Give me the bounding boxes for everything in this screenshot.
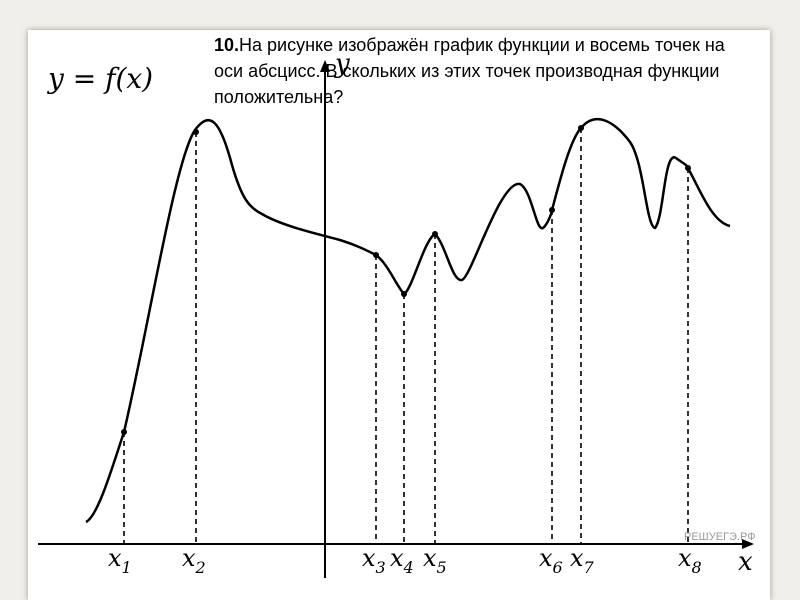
point-x8	[685, 165, 691, 171]
label-x7: x7	[570, 544, 595, 577]
label-x1-name: x	[108, 544, 122, 572]
question-text: 10.На рисунке изображён график функции и…	[214, 32, 754, 110]
label-x2-name: x	[182, 544, 196, 572]
label-x7-sub: 7	[584, 558, 595, 577]
point-x3	[373, 252, 379, 258]
label-x1: x1	[108, 544, 132, 577]
label-x5-sub: 5	[437, 558, 447, 577]
label-x4: x4	[390, 544, 414, 577]
watermark: РЕШУЕГЭ.РФ	[684, 531, 756, 543]
function-label: y = f(x)	[46, 62, 153, 95]
point-x5	[432, 231, 438, 237]
label-x6-name: x	[539, 544, 553, 572]
label-x8-name: x	[678, 544, 692, 572]
point-x4	[401, 291, 407, 297]
label-x7-name: x	[570, 544, 584, 572]
y-axis-label: y	[334, 49, 350, 79]
label-x4-name: x	[390, 544, 404, 572]
curve-points	[121, 125, 691, 435]
label-x4-sub: 4	[403, 558, 414, 577]
slide-panel	[28, 30, 770, 600]
point-x2	[193, 129, 199, 135]
label-x6-sub: 6	[553, 558, 563, 577]
label-x1-sub: 1	[122, 558, 132, 577]
point-x1	[121, 429, 127, 435]
point-x7	[578, 125, 584, 131]
label-x2: x2	[182, 544, 206, 577]
x-axis-label: x	[738, 547, 753, 577]
point-labels: x1 x2 x3 x4 x5 x6 x7 x8	[108, 544, 702, 577]
dashed-guides	[123, 128, 689, 544]
label-x3-name: x	[362, 544, 376, 572]
point-x6	[549, 207, 555, 213]
question-number: 10.	[214, 35, 240, 55]
question-body: На рисунке изображён график функции и во…	[214, 35, 725, 107]
label-x8-sub: 8	[692, 558, 702, 577]
label-x5-name: x	[423, 544, 437, 572]
label-x6: x6	[539, 544, 563, 577]
label-x2-sub: 2	[195, 558, 206, 577]
label-x5: x5	[423, 544, 447, 577]
label-x3-sub: 3	[376, 558, 386, 577]
label-x3: x3	[362, 544, 386, 577]
function-curve	[85, 117, 731, 524]
label-x8: x8	[678, 544, 702, 577]
